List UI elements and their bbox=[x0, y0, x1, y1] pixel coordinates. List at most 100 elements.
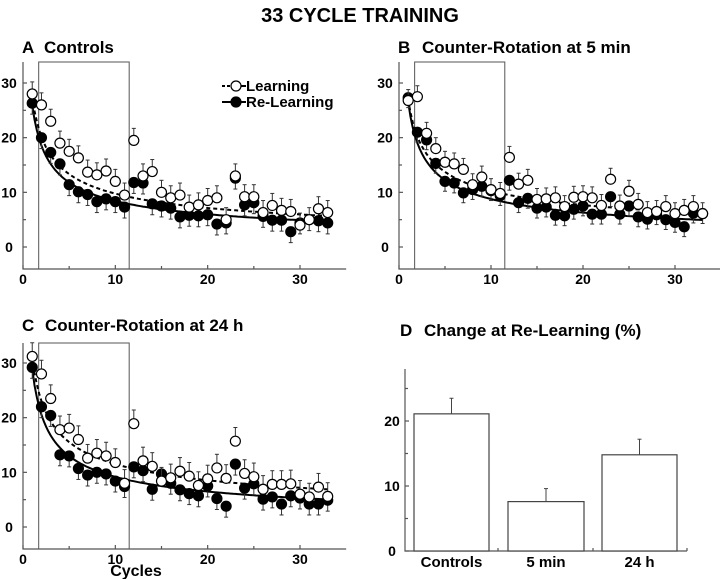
relearning-point bbox=[174, 484, 186, 496]
relearning-point bbox=[109, 475, 121, 487]
learning-point bbox=[312, 203, 325, 215]
relearning-point bbox=[128, 176, 140, 189]
relearning-point bbox=[72, 186, 85, 198]
figure-title: 33 CYCLE TRAINING bbox=[261, 5, 459, 27]
learning-point bbox=[531, 193, 543, 206]
learning-point bbox=[595, 199, 608, 212]
y-tick-label: 30 bbox=[1, 75, 17, 91]
y-tick-label: 0 bbox=[388, 543, 396, 559]
learning-point bbox=[687, 200, 700, 213]
learning-point bbox=[430, 143, 442, 155]
relearning-point bbox=[275, 214, 288, 226]
learning-point bbox=[202, 473, 214, 485]
relearning-point bbox=[146, 483, 158, 495]
relearning-point bbox=[568, 203, 580, 215]
relearning-point bbox=[632, 211, 644, 223]
relearning-point bbox=[211, 492, 223, 505]
learning-point bbox=[485, 184, 497, 196]
relearning-point bbox=[183, 488, 195, 500]
learning-point bbox=[540, 193, 552, 205]
learning-point bbox=[54, 424, 66, 436]
learning-point bbox=[45, 115, 57, 127]
x-tick-label: 30 bbox=[667, 271, 683, 287]
relearning-point bbox=[45, 146, 57, 159]
relearning-point bbox=[285, 226, 297, 238]
learning-point bbox=[266, 199, 278, 212]
panel-c-plot: 0 10 20 30 0 10 20 30 bbox=[1, 342, 347, 567]
x-tick-label: 20 bbox=[575, 271, 591, 287]
panel-b-plot: 0 10 20 30 0 10 20 30 bbox=[377, 61, 720, 287]
learning-point bbox=[192, 199, 205, 211]
learning-point bbox=[568, 191, 580, 203]
learning-point bbox=[660, 200, 672, 213]
legend-marker bbox=[230, 80, 242, 92]
learning-point bbox=[402, 94, 414, 107]
y-tick-label: 20 bbox=[377, 130, 393, 146]
learning-point bbox=[146, 460, 158, 472]
y-tick-label: 20 bbox=[1, 130, 17, 146]
learning-point bbox=[669, 208, 681, 220]
x-tick-label: 10 bbox=[108, 271, 124, 287]
learning-point bbox=[586, 192, 598, 204]
learning-point bbox=[91, 169, 103, 181]
relearning-point bbox=[54, 449, 66, 461]
panel-b-title: Counter-Rotation at 5 min bbox=[422, 38, 631, 57]
relearning-point bbox=[54, 158, 66, 170]
learning-point bbox=[303, 491, 315, 503]
relearning-point bbox=[476, 180, 488, 192]
y-tick-label: 20 bbox=[384, 413, 400, 429]
relearning-point bbox=[91, 466, 103, 478]
learning-point bbox=[476, 171, 488, 183]
relearning-point bbox=[82, 188, 94, 201]
learning-point bbox=[457, 163, 469, 175]
y-tick-label: 20 bbox=[1, 410, 17, 426]
training-window-box bbox=[414, 61, 506, 270]
learning-point bbox=[467, 179, 479, 191]
relearning-point bbox=[522, 192, 534, 204]
category-label: Controls bbox=[421, 554, 483, 571]
learning-point bbox=[248, 191, 260, 203]
panel-a-letter: A bbox=[22, 38, 34, 57]
learning-point bbox=[72, 433, 85, 446]
y-tick-label: 10 bbox=[1, 184, 17, 200]
y-tick-label: 10 bbox=[384, 478, 400, 494]
learning-point bbox=[26, 88, 38, 100]
learning-point bbox=[257, 206, 269, 219]
learning-point bbox=[118, 477, 131, 489]
relearning-point bbox=[411, 126, 423, 138]
learning-point bbox=[448, 158, 460, 170]
relearning-point bbox=[266, 214, 278, 226]
relearning-point bbox=[45, 409, 57, 422]
learning-point bbox=[137, 170, 149, 182]
y-tick-label: 0 bbox=[381, 239, 389, 255]
y-tick-label: 0 bbox=[5, 519, 13, 535]
panel-c-title: Counter-Rotation at 24 h bbox=[45, 316, 243, 335]
learning-point bbox=[604, 173, 617, 185]
learning-point bbox=[678, 204, 690, 216]
learning-point bbox=[146, 165, 158, 178]
relearning-point bbox=[312, 215, 325, 227]
relearning-point bbox=[100, 468, 112, 480]
learning-point bbox=[35, 99, 48, 111]
learning-point bbox=[294, 219, 306, 231]
x-tick-label: 10 bbox=[108, 551, 124, 567]
legend-marker bbox=[230, 96, 242, 108]
learning-point bbox=[312, 481, 325, 493]
x-tick-label: 20 bbox=[200, 271, 216, 287]
learning-point bbox=[439, 156, 451, 168]
x-tick-label: 10 bbox=[483, 271, 499, 287]
y-tick-label: 10 bbox=[377, 184, 393, 200]
relearning-point bbox=[72, 462, 85, 475]
relearning-point bbox=[512, 197, 525, 209]
panel-d-plot: 0 10 20 Controls 5 min 24 h bbox=[384, 369, 688, 571]
learning-point bbox=[109, 175, 121, 187]
category-label: 24 h bbox=[624, 554, 654, 571]
learning-point bbox=[257, 483, 269, 495]
learning-point bbox=[512, 178, 525, 190]
training-window-box bbox=[38, 342, 130, 550]
learning-point bbox=[275, 478, 288, 490]
relearning-point bbox=[137, 465, 149, 477]
relearning-point bbox=[128, 461, 140, 473]
learning-point bbox=[192, 479, 205, 492]
